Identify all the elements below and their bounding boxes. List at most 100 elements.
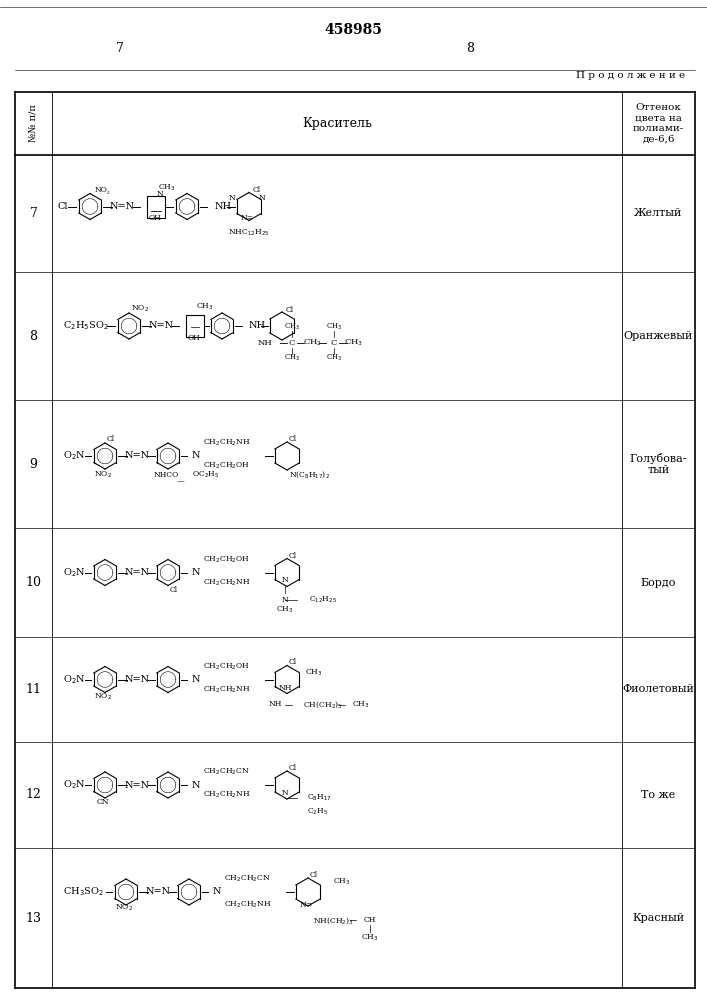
Text: N: N xyxy=(281,789,288,797)
Text: OC$_2$H$_5$: OC$_2$H$_5$ xyxy=(192,470,219,480)
Text: OH: OH xyxy=(187,334,200,342)
Text: NH: NH xyxy=(215,202,232,211)
Text: Cl: Cl xyxy=(310,871,318,879)
Bar xyxy=(186,315,204,337)
Text: CH$_2$CH$_2$CN: CH$_2$CH$_2$CN xyxy=(224,874,271,884)
Text: Cl: Cl xyxy=(253,186,261,194)
Text: Cl: Cl xyxy=(57,202,68,211)
Text: N: N xyxy=(192,675,201,684)
Text: CH$_3$: CH$_3$ xyxy=(305,667,322,678)
Text: NHC$_{12}$H$_{25}$: NHC$_{12}$H$_{25}$ xyxy=(228,227,269,238)
Text: CH$_2$CH$_2$CN: CH$_2$CH$_2$CN xyxy=(203,767,250,777)
Text: N: N xyxy=(281,595,288,603)
Text: N=N: N=N xyxy=(124,452,150,460)
Text: CH$_3$: CH$_3$ xyxy=(276,604,294,615)
Text: Желтый: Желтый xyxy=(634,209,683,219)
Text: Оранжевый: Оранжевый xyxy=(624,331,693,341)
Text: CH$_3$: CH$_3$ xyxy=(344,338,363,348)
Text: CN: CN xyxy=(97,798,110,806)
Text: N=N: N=N xyxy=(110,202,134,211)
Text: CH$_3$: CH$_3$ xyxy=(196,302,214,312)
Text: NO$_2$: NO$_2$ xyxy=(115,903,133,913)
Text: O$_2$N: O$_2$N xyxy=(63,673,86,686)
Text: OH: OH xyxy=(148,215,161,223)
Text: Cl: Cl xyxy=(289,658,297,666)
Bar xyxy=(147,196,165,218)
Text: N=N: N=N xyxy=(146,888,170,896)
Text: N=N: N=N xyxy=(124,675,150,684)
Text: C$_2$H$_5$SO$_2$: C$_2$H$_5$SO$_2$ xyxy=(63,320,109,332)
Text: NO: NO xyxy=(95,186,108,194)
Text: 7: 7 xyxy=(30,207,37,220)
Text: N: N xyxy=(281,576,288,584)
Text: Голубова-
тый: Голубова- тый xyxy=(630,453,687,475)
Text: N=N: N=N xyxy=(124,780,150,790)
Text: O$_2$N: O$_2$N xyxy=(63,450,86,462)
Text: CH$_3$: CH$_3$ xyxy=(352,699,370,710)
Text: CH(CH$_2$)$_5$: CH(CH$_2$)$_5$ xyxy=(303,699,343,710)
Text: N=N: N=N xyxy=(124,568,150,577)
Text: C: C xyxy=(331,339,337,347)
Text: Cl: Cl xyxy=(107,435,115,443)
Text: C$_2$H$_5$: C$_2$H$_5$ xyxy=(307,807,328,817)
Text: O$_2$N: O$_2$N xyxy=(63,779,86,791)
Text: NO$_2$: NO$_2$ xyxy=(94,691,112,702)
Text: №№ п/п: №№ п/п xyxy=(29,105,38,142)
Text: Краситель: Краситель xyxy=(302,117,372,130)
Text: 9: 9 xyxy=(30,458,37,471)
Text: NH: NH xyxy=(249,322,266,330)
Text: Cl: Cl xyxy=(286,306,294,314)
Text: П р о д о л ж е н и е: П р о д о л ж е н и е xyxy=(576,70,685,80)
Text: 11: 11 xyxy=(25,683,42,696)
Text: 12: 12 xyxy=(25,788,42,802)
Text: Фиолетовый: Фиолетовый xyxy=(623,684,694,694)
Text: CH$_2$: CH$_2$ xyxy=(303,338,322,348)
Text: $_2$: $_2$ xyxy=(106,190,110,197)
Text: CH$_3$: CH$_3$ xyxy=(158,182,175,193)
Text: 8: 8 xyxy=(466,41,474,54)
Text: CH$_2$CH$_2$NH: CH$_2$CH$_2$NH xyxy=(224,900,271,910)
Text: NHCO: NHCO xyxy=(153,471,179,479)
Text: Cl: Cl xyxy=(289,764,297,772)
Text: N: N xyxy=(213,888,221,896)
Text: CH$_2$CH$_2$NH: CH$_2$CH$_2$NH xyxy=(203,684,250,695)
Text: N=: N= xyxy=(240,215,254,223)
Text: CH$_2$CH$_2$NH: CH$_2$CH$_2$NH xyxy=(203,790,250,800)
Text: NO$_2$: NO$_2$ xyxy=(94,470,112,480)
Text: CH$_2$CH$_2$OH: CH$_2$CH$_2$OH xyxy=(203,661,250,672)
Text: CH$_2$CH$_2$NH: CH$_2$CH$_2$NH xyxy=(203,577,250,588)
Text: N: N xyxy=(192,780,201,790)
Text: CH$_3$: CH$_3$ xyxy=(333,877,351,887)
Text: C: C xyxy=(289,339,296,347)
Text: C$_{12}$H$_{25}$: C$_{12}$H$_{25}$ xyxy=(309,594,337,605)
Text: 10: 10 xyxy=(25,576,42,589)
Text: CH$_3$: CH$_3$ xyxy=(326,322,342,332)
Text: CH$_3$: CH$_3$ xyxy=(284,353,300,363)
Text: 7: 7 xyxy=(116,41,124,54)
Text: CH$_3$: CH$_3$ xyxy=(361,933,379,943)
Text: N: N xyxy=(228,194,235,202)
Text: N: N xyxy=(192,452,201,460)
Text: CH$_2$CH$_2$OH: CH$_2$CH$_2$OH xyxy=(203,461,250,471)
Text: NH(CH$_2$)$_3$: NH(CH$_2$)$_3$ xyxy=(313,914,354,926)
Text: Бордо: Бордо xyxy=(641,578,676,587)
Text: N=: N= xyxy=(300,901,312,909)
Text: N: N xyxy=(259,194,265,202)
Text: Cl: Cl xyxy=(170,585,178,593)
Text: Красный: Красный xyxy=(633,913,684,923)
Text: То же: То же xyxy=(641,790,676,800)
Text: N: N xyxy=(192,568,201,577)
Text: 13: 13 xyxy=(25,912,42,924)
Text: CH: CH xyxy=(364,916,376,924)
Text: CH$_3$SO$_2$: CH$_3$SO$_2$ xyxy=(63,886,104,898)
Text: NH: NH xyxy=(257,339,272,347)
Text: —: — xyxy=(176,477,184,485)
Text: Cl: Cl xyxy=(289,552,297,560)
Text: NO$_2$: NO$_2$ xyxy=(131,304,149,314)
Text: NH: NH xyxy=(279,684,292,692)
Text: 8: 8 xyxy=(30,330,37,342)
Text: CH$_3$: CH$_3$ xyxy=(284,322,300,332)
Text: Оттенок
цвета на
полиами-
де-6,6: Оттенок цвета на полиами- де-6,6 xyxy=(633,103,684,144)
Text: N: N xyxy=(157,190,164,198)
Text: Cl: Cl xyxy=(289,435,297,443)
